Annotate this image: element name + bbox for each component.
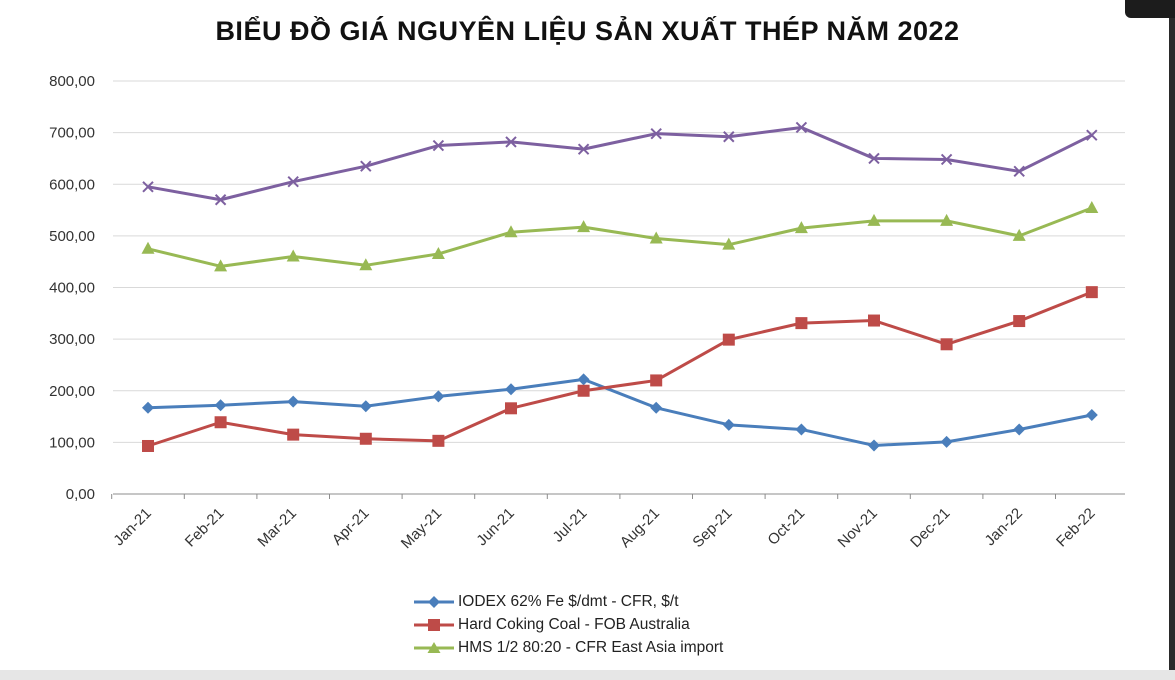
data-point bbox=[287, 175, 299, 188]
data-point bbox=[868, 152, 880, 165]
x-tick-label: Oct-21 bbox=[764, 505, 808, 549]
data-point bbox=[940, 153, 953, 166]
data-point bbox=[577, 373, 590, 386]
x-tick-label: Apr-21 bbox=[329, 505, 373, 549]
data-point bbox=[142, 181, 154, 193]
data-point bbox=[577, 220, 591, 233]
data-point bbox=[214, 194, 227, 206]
data-point bbox=[940, 338, 953, 351]
y-tick-label: 200,00 bbox=[49, 383, 95, 400]
series-line-0 bbox=[147, 377, 1093, 447]
legend-item-coking-coal: Hard Coking Coal - FOB Australia bbox=[414, 613, 723, 636]
x-tick-label: Jun-21 bbox=[473, 505, 517, 549]
legend-item-iodex: IODEX 62% Fe $/dmt - CFR, $/t bbox=[414, 590, 723, 613]
data-point bbox=[1012, 228, 1026, 241]
y-tick-label: 100,00 bbox=[49, 434, 95, 451]
data-point bbox=[1013, 423, 1026, 436]
data-point bbox=[432, 390, 445, 403]
data-point bbox=[504, 225, 518, 238]
x-tick-label: Mar-21 bbox=[254, 505, 300, 551]
data-point bbox=[795, 423, 808, 436]
x-tick-label: Sep-21 bbox=[689, 505, 735, 551]
x-tick-label: May-21 bbox=[398, 505, 445, 552]
chart-title: BIỂU ĐỒ GIÁ NGUYÊN LIỆU SẢN XUẤT THÉP NĂ… bbox=[215, 16, 960, 46]
x-tick-label: Dec-21 bbox=[907, 505, 953, 551]
data-point bbox=[722, 333, 735, 346]
data-point bbox=[142, 439, 154, 452]
data-point bbox=[141, 241, 155, 254]
data-point bbox=[795, 317, 808, 330]
legend-swatch-triangle bbox=[414, 641, 454, 653]
window-frame-edge bbox=[1169, 0, 1175, 680]
data-point bbox=[867, 213, 881, 226]
data-point bbox=[1086, 129, 1098, 141]
data-point bbox=[505, 383, 517, 396]
chart-legend: IODEX 62% Fe $/dmt - CFR, $/t Hard Cokin… bbox=[414, 590, 723, 659]
window-frame-bottom bbox=[0, 670, 1175, 680]
data-point bbox=[650, 127, 662, 140]
data-point bbox=[431, 246, 445, 259]
data-point bbox=[432, 434, 445, 447]
data-point bbox=[287, 395, 300, 408]
legend-item-hms: HMS 1/2 80:20 - CFR East Asia import bbox=[414, 636, 723, 659]
data-point bbox=[794, 221, 808, 234]
data-point bbox=[505, 402, 517, 415]
data-point bbox=[1085, 409, 1098, 422]
x-tick-label: Jan-21 bbox=[110, 505, 154, 549]
data-point bbox=[142, 401, 154, 414]
data-point bbox=[432, 139, 445, 152]
data-point bbox=[577, 143, 590, 155]
y-tick-label: 300,00 bbox=[49, 331, 95, 348]
legend-label-coking-coal: Hard Coking Coal - FOB Australia bbox=[458, 615, 690, 633]
y-tick-label: 800,00 bbox=[49, 73, 95, 90]
data-point bbox=[577, 384, 590, 397]
data-point bbox=[359, 400, 372, 413]
x-tick-label: Feb-22 bbox=[1053, 505, 1099, 551]
data-point bbox=[1085, 286, 1098, 299]
corner-tab bbox=[1125, 0, 1175, 18]
data-point bbox=[1013, 315, 1026, 328]
data-point bbox=[649, 231, 663, 244]
data-point bbox=[650, 401, 663, 414]
data-point bbox=[940, 435, 953, 448]
data-point bbox=[722, 237, 736, 250]
data-point bbox=[1013, 165, 1025, 178]
y-tick-label: 0,00 bbox=[66, 486, 95, 503]
data-point bbox=[359, 432, 372, 445]
x-tick-label: Jan-22 bbox=[982, 505, 1026, 549]
y-tick-label: 500,00 bbox=[49, 228, 95, 245]
x-tick-label: Nov-21 bbox=[835, 505, 881, 551]
legend-label-hms: HMS 1/2 80:20 - CFR East Asia import bbox=[458, 638, 724, 656]
data-point bbox=[359, 258, 373, 271]
data-point bbox=[287, 428, 300, 441]
data-point bbox=[650, 374, 663, 387]
x-tick-label: Aug-21 bbox=[617, 505, 663, 551]
data-point bbox=[795, 121, 808, 134]
x-tick-label: Feb-21 bbox=[182, 505, 228, 551]
data-point bbox=[360, 160, 372, 172]
data-point bbox=[286, 249, 300, 262]
data-point bbox=[214, 259, 228, 272]
y-tick-label: 600,00 bbox=[49, 176, 95, 193]
series-line-2 bbox=[147, 206, 1093, 268]
data-point bbox=[214, 399, 227, 412]
series-line-3 bbox=[147, 125, 1093, 202]
y-tick-label: 400,00 bbox=[49, 280, 95, 297]
data-point bbox=[940, 213, 954, 226]
legend-label-iodex: IODEX 62% Fe $/dmt - CFR, $/t bbox=[458, 592, 679, 610]
x-tick-label: Jul-21 bbox=[550, 505, 591, 546]
data-point bbox=[505, 136, 517, 148]
series-line-1 bbox=[147, 290, 1093, 448]
data-point bbox=[722, 418, 735, 431]
y-tick-label: 700,00 bbox=[49, 125, 95, 142]
data-point bbox=[868, 314, 880, 327]
data-point bbox=[214, 416, 227, 429]
data-point bbox=[723, 131, 735, 143]
legend-swatch-square bbox=[414, 618, 454, 631]
data-point bbox=[868, 439, 880, 452]
data-point bbox=[1085, 200, 1099, 213]
legend-swatch-diamond bbox=[414, 595, 454, 608]
